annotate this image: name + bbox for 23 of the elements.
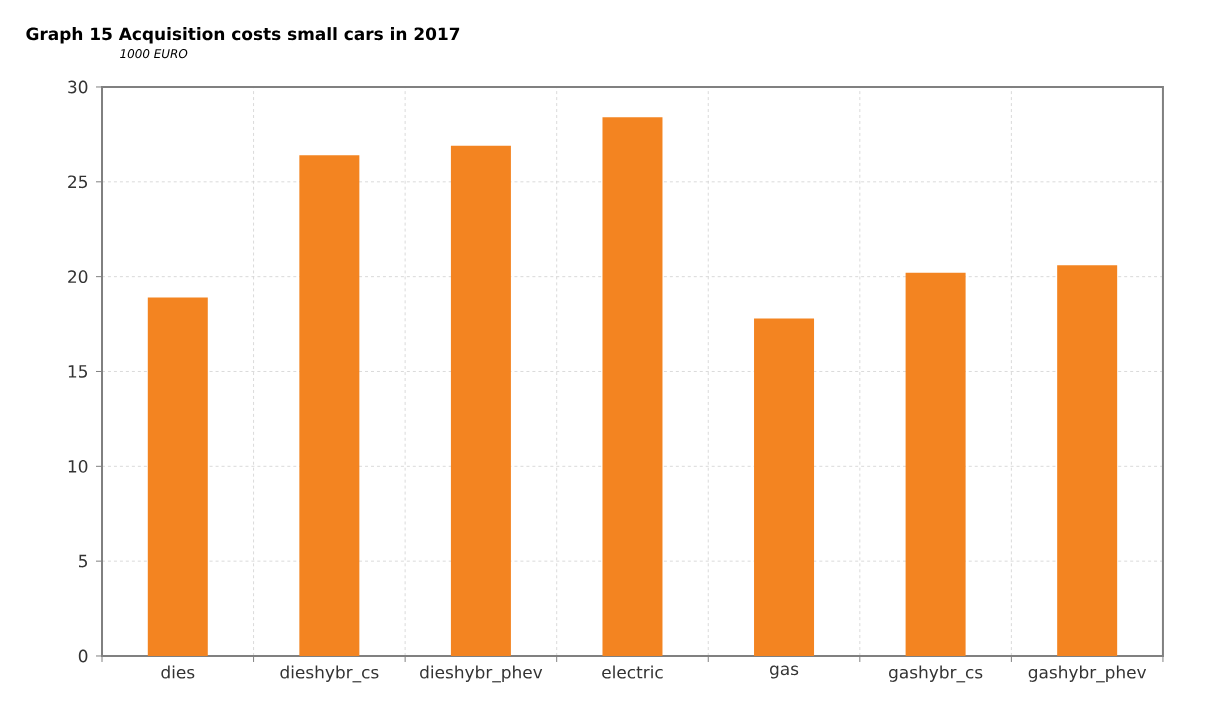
x-tick-label: gashybr_cs <box>889 665 983 683</box>
y-tick-label: 15 <box>68 365 88 378</box>
y-tick-label: 25 <box>68 175 88 189</box>
y-tick-label: 5 <box>79 554 88 568</box>
y-tick-label: 30 <box>68 80 88 94</box>
y-tick-label: 10 <box>68 459 88 473</box>
bar <box>450 145 511 656</box>
bar <box>147 297 208 656</box>
chart-title: Graph 15 Acquisition costs small cars in 2017 <box>26 27 460 44</box>
x-tick-label: dieshybr_phev <box>420 665 543 683</box>
x-tick-label: gashybr_phev <box>1028 665 1147 683</box>
bar <box>905 272 966 656</box>
x-tick-label: gas <box>770 665 799 679</box>
chart-subtitle: 1000 EURO <box>120 49 188 59</box>
y-tick-label: 20 <box>68 270 88 284</box>
x-tick-label: electric <box>602 665 663 679</box>
bar <box>602 117 663 656</box>
bar <box>299 155 360 656</box>
bar <box>1057 265 1118 656</box>
x-tick-label: dieshybr_cs <box>280 665 379 683</box>
y-tick-label: 0 <box>78 649 88 663</box>
bar <box>754 318 815 656</box>
x-tick-label: dies <box>161 665 195 679</box>
